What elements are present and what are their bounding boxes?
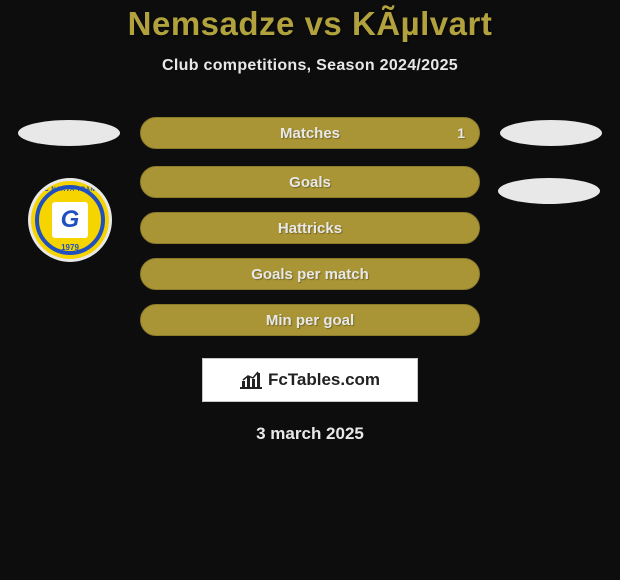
stat-pill: Matches 1 (140, 117, 480, 149)
brand-attribution[interactable]: FcTables.com (202, 358, 418, 402)
bar-chart-icon (240, 371, 262, 389)
stat-label: Goals (289, 174, 331, 191)
player-slot-left (18, 120, 120, 146)
badge-top-text: FC NARVA TRANS (40, 187, 100, 193)
comparison-widget: Nemsadze vs KÃµlvart Club competitions, … (0, 0, 620, 444)
stat-pill: Min per goal (140, 304, 480, 336)
brand-text: FcTables.com (268, 370, 380, 390)
club-badge-left: FC NARVA TRANS G 1979 (28, 178, 112, 262)
stat-pill: Goals per match (140, 258, 480, 290)
subtitle: Club competitions, Season 2024/2025 (0, 57, 620, 75)
player-slot-right-2 (498, 178, 600, 204)
stat-value-right: 1 (457, 125, 465, 141)
page-title: Nemsadze vs KÃµlvart (0, 5, 620, 43)
date-label: 3 march 2025 (0, 424, 620, 444)
player-slot-right (500, 120, 602, 146)
stat-pill: Goals (140, 166, 480, 198)
stat-pill: Hattricks (140, 212, 480, 244)
badge-year: 1979 (61, 243, 79, 252)
stat-label: Hattricks (278, 220, 342, 237)
stat-label: Goals per match (251, 266, 369, 283)
stat-label: Matches (280, 125, 340, 142)
stat-row-matches: Matches 1 (0, 117, 620, 149)
stat-label: Min per goal (266, 312, 354, 329)
